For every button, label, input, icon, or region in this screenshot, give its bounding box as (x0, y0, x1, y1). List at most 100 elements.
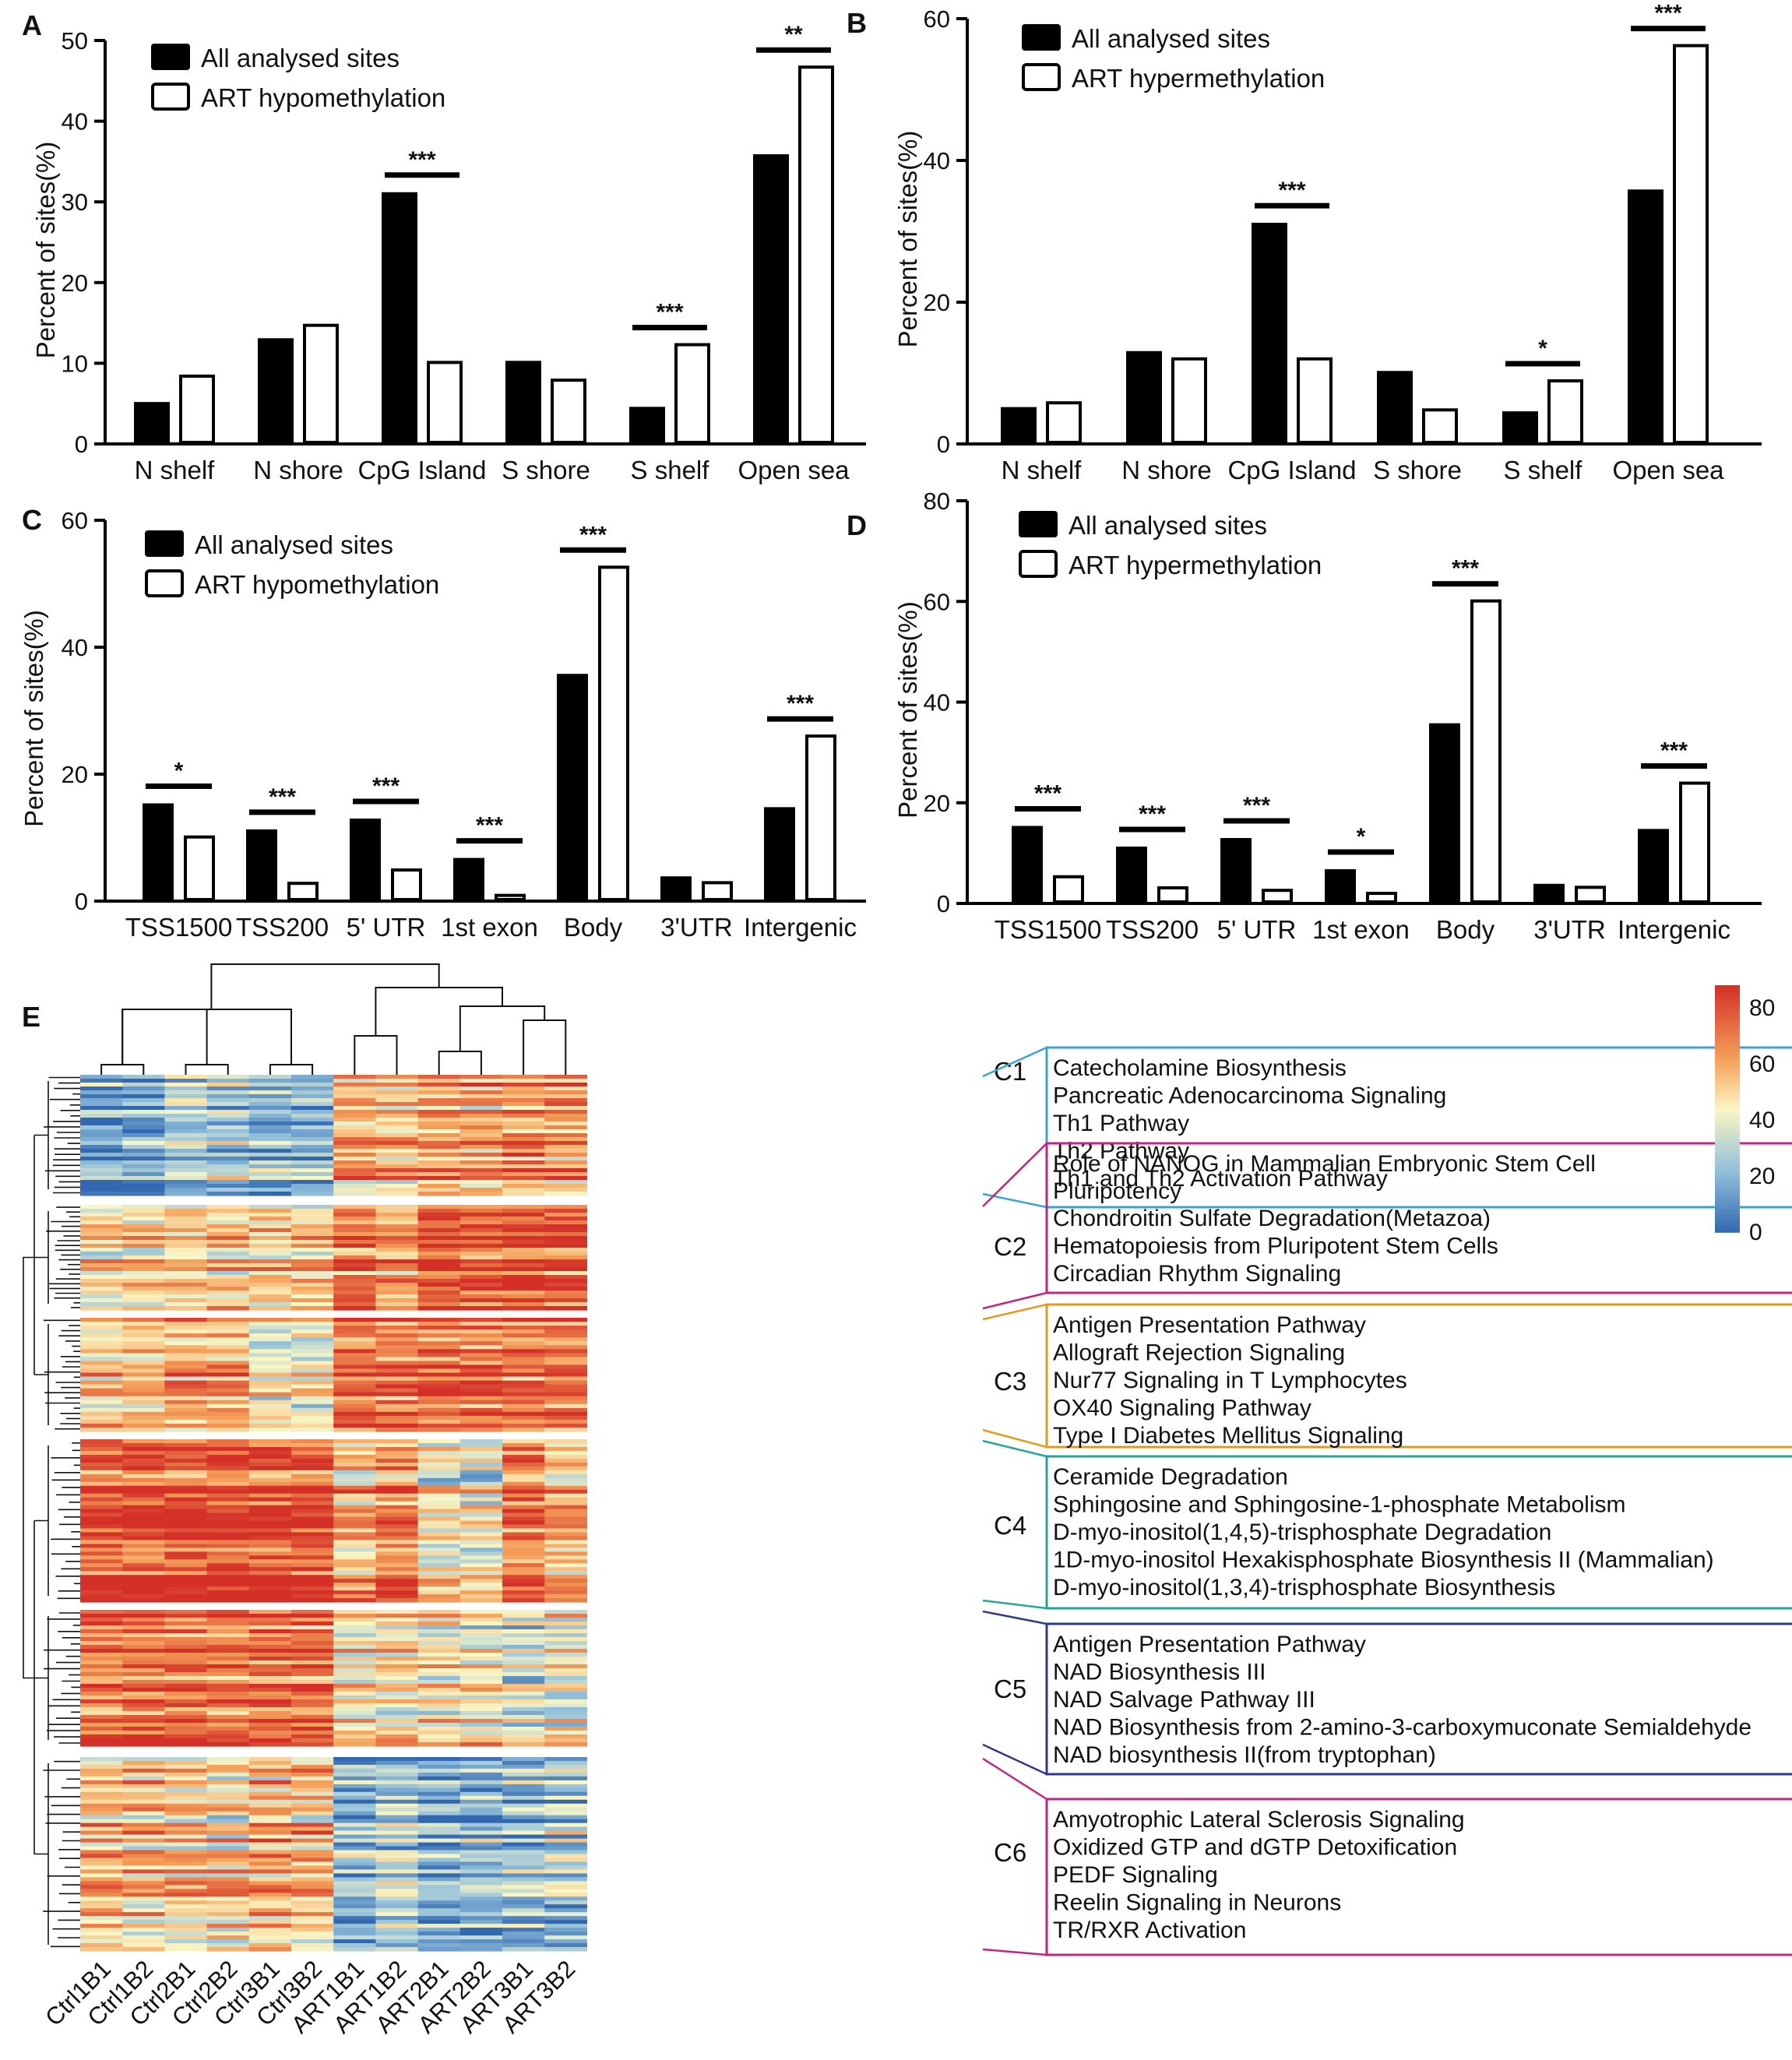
heatmap-cell (291, 1141, 334, 1146)
heatmap-cell (291, 1164, 334, 1169)
heatmap-cell (333, 1803, 376, 1808)
bar-all-6 (764, 807, 795, 901)
heatmap-cell (417, 1912, 461, 1917)
heatmap-cell (375, 1660, 419, 1665)
heatmap-cell (375, 1423, 419, 1428)
heatmap-cell (80, 1861, 123, 1867)
heatmap-cell (80, 1086, 123, 1091)
heatmap-cell (164, 1555, 208, 1560)
colorbar-segment (1715, 1009, 1740, 1013)
heatmap-cell (164, 1419, 208, 1424)
heatmap-cell (80, 1641, 123, 1646)
heatmap-cell (375, 1481, 419, 1487)
heatmap-cell (291, 1676, 334, 1681)
heatmap-cell (122, 1544, 165, 1548)
heatmap-cell (164, 1696, 208, 1700)
heatmap-cell (333, 1900, 376, 1905)
heatmap-cell (164, 1291, 208, 1295)
heatmap-cell (417, 1924, 461, 1928)
heatmap-cell (333, 1540, 376, 1544)
heatmap-cell (291, 1411, 334, 1417)
heatmap-cell (206, 1563, 250, 1568)
heatmap-cell (164, 1567, 208, 1572)
heatmap-cell (122, 1854, 165, 1859)
heatmap-cell (291, 1232, 334, 1237)
heatmap-cell (375, 1548, 419, 1552)
heatmap-cell (80, 1649, 123, 1653)
heatmap-cell (459, 1474, 503, 1479)
heatmap-cell (375, 1727, 419, 1731)
heatmap-cell (164, 1791, 208, 1797)
heatmap-cell (122, 1943, 165, 1948)
heatmap-cell (164, 1761, 208, 1766)
heatmap-cell (459, 1791, 503, 1797)
heatmap-cell (544, 1164, 587, 1169)
pathway-label: OX40 Signaling Pathway (1053, 1396, 1311, 1421)
heatmap-cell (291, 1252, 334, 1256)
heatmap-cell (459, 1384, 503, 1389)
heatmap-cell (375, 1912, 419, 1917)
heatmap-cell (291, 1349, 334, 1354)
heatmap-cell (333, 1614, 376, 1618)
heatmap-cell (417, 1392, 461, 1397)
heatmap-cell (544, 1618, 587, 1622)
heatmap-cell (417, 1450, 461, 1456)
heatmap-cell (122, 1799, 165, 1805)
heatmap-cell (248, 1614, 292, 1618)
heatmap-cell (248, 1765, 292, 1769)
heatmap-cell (80, 1137, 123, 1142)
heatmap-cell (122, 1380, 165, 1386)
heatmap-cell (459, 1795, 503, 1801)
heatmap-cell (459, 1137, 503, 1142)
heatmap-cell (248, 1129, 292, 1134)
heatmap-cell (80, 1160, 123, 1165)
heatmap-cell (502, 1935, 545, 1940)
heatmap-cell (375, 1168, 419, 1173)
heatmap-cell (206, 1129, 250, 1134)
heatmap-cell (248, 1392, 292, 1397)
heatmap-cell (291, 1388, 334, 1393)
heatmap-cell (291, 1106, 334, 1111)
heatmap-cell (122, 1893, 165, 1897)
heatmap-cell (502, 1653, 545, 1657)
heatmap-cell (164, 1458, 208, 1463)
heatmap-cell (248, 1188, 292, 1192)
heatmap-cell (502, 1329, 545, 1334)
colorbar-segment (1715, 1123, 1740, 1127)
heatmap-cell (417, 1415, 461, 1421)
heatmap-cell (502, 1133, 545, 1138)
heatmap-cell (206, 1209, 250, 1213)
heatmap-cell (502, 1657, 545, 1661)
heatmap-cell (122, 1688, 165, 1692)
heatmap-cell (459, 1380, 503, 1386)
heatmap-cell (291, 1598, 334, 1603)
pathway-label: Reelin Signaling in Neurons (1053, 1890, 1341, 1916)
heatmap-cell (164, 1481, 208, 1487)
heatmap-cell (459, 1333, 503, 1338)
heatmap-cell (375, 1761, 419, 1766)
heatmap-cell (375, 1629, 419, 1634)
colorbar-segment (1715, 1175, 1740, 1179)
heatmap-cell (291, 1341, 334, 1346)
heatmap-cell (333, 1885, 376, 1889)
heatmap-cell (164, 1322, 208, 1326)
heatmap-cell (291, 1799, 334, 1805)
heatmap-cell (164, 1618, 208, 1622)
heatmap-cell (164, 1094, 208, 1099)
heatmap-cell (164, 1357, 208, 1361)
heatmap-cell (375, 1291, 419, 1295)
heatmap-cell (544, 1703, 587, 1708)
heatmap-cell (248, 1768, 292, 1773)
heatmap-cell (291, 1772, 334, 1777)
heatmap-cell (544, 1298, 587, 1303)
heatmap-cell (80, 1232, 123, 1237)
pathway-label: NAD Biosynthesis III (1053, 1660, 1266, 1685)
heatmap-cell (417, 1505, 461, 1510)
heatmap-cell (248, 1939, 292, 1944)
heatmap-cell (333, 1826, 376, 1832)
heatmap-cell (459, 1544, 503, 1548)
heatmap-cell (544, 1388, 587, 1393)
heatmap-cell (291, 1811, 334, 1816)
heatmap-cell (248, 1680, 292, 1685)
heatmap-cell (544, 1931, 587, 1936)
